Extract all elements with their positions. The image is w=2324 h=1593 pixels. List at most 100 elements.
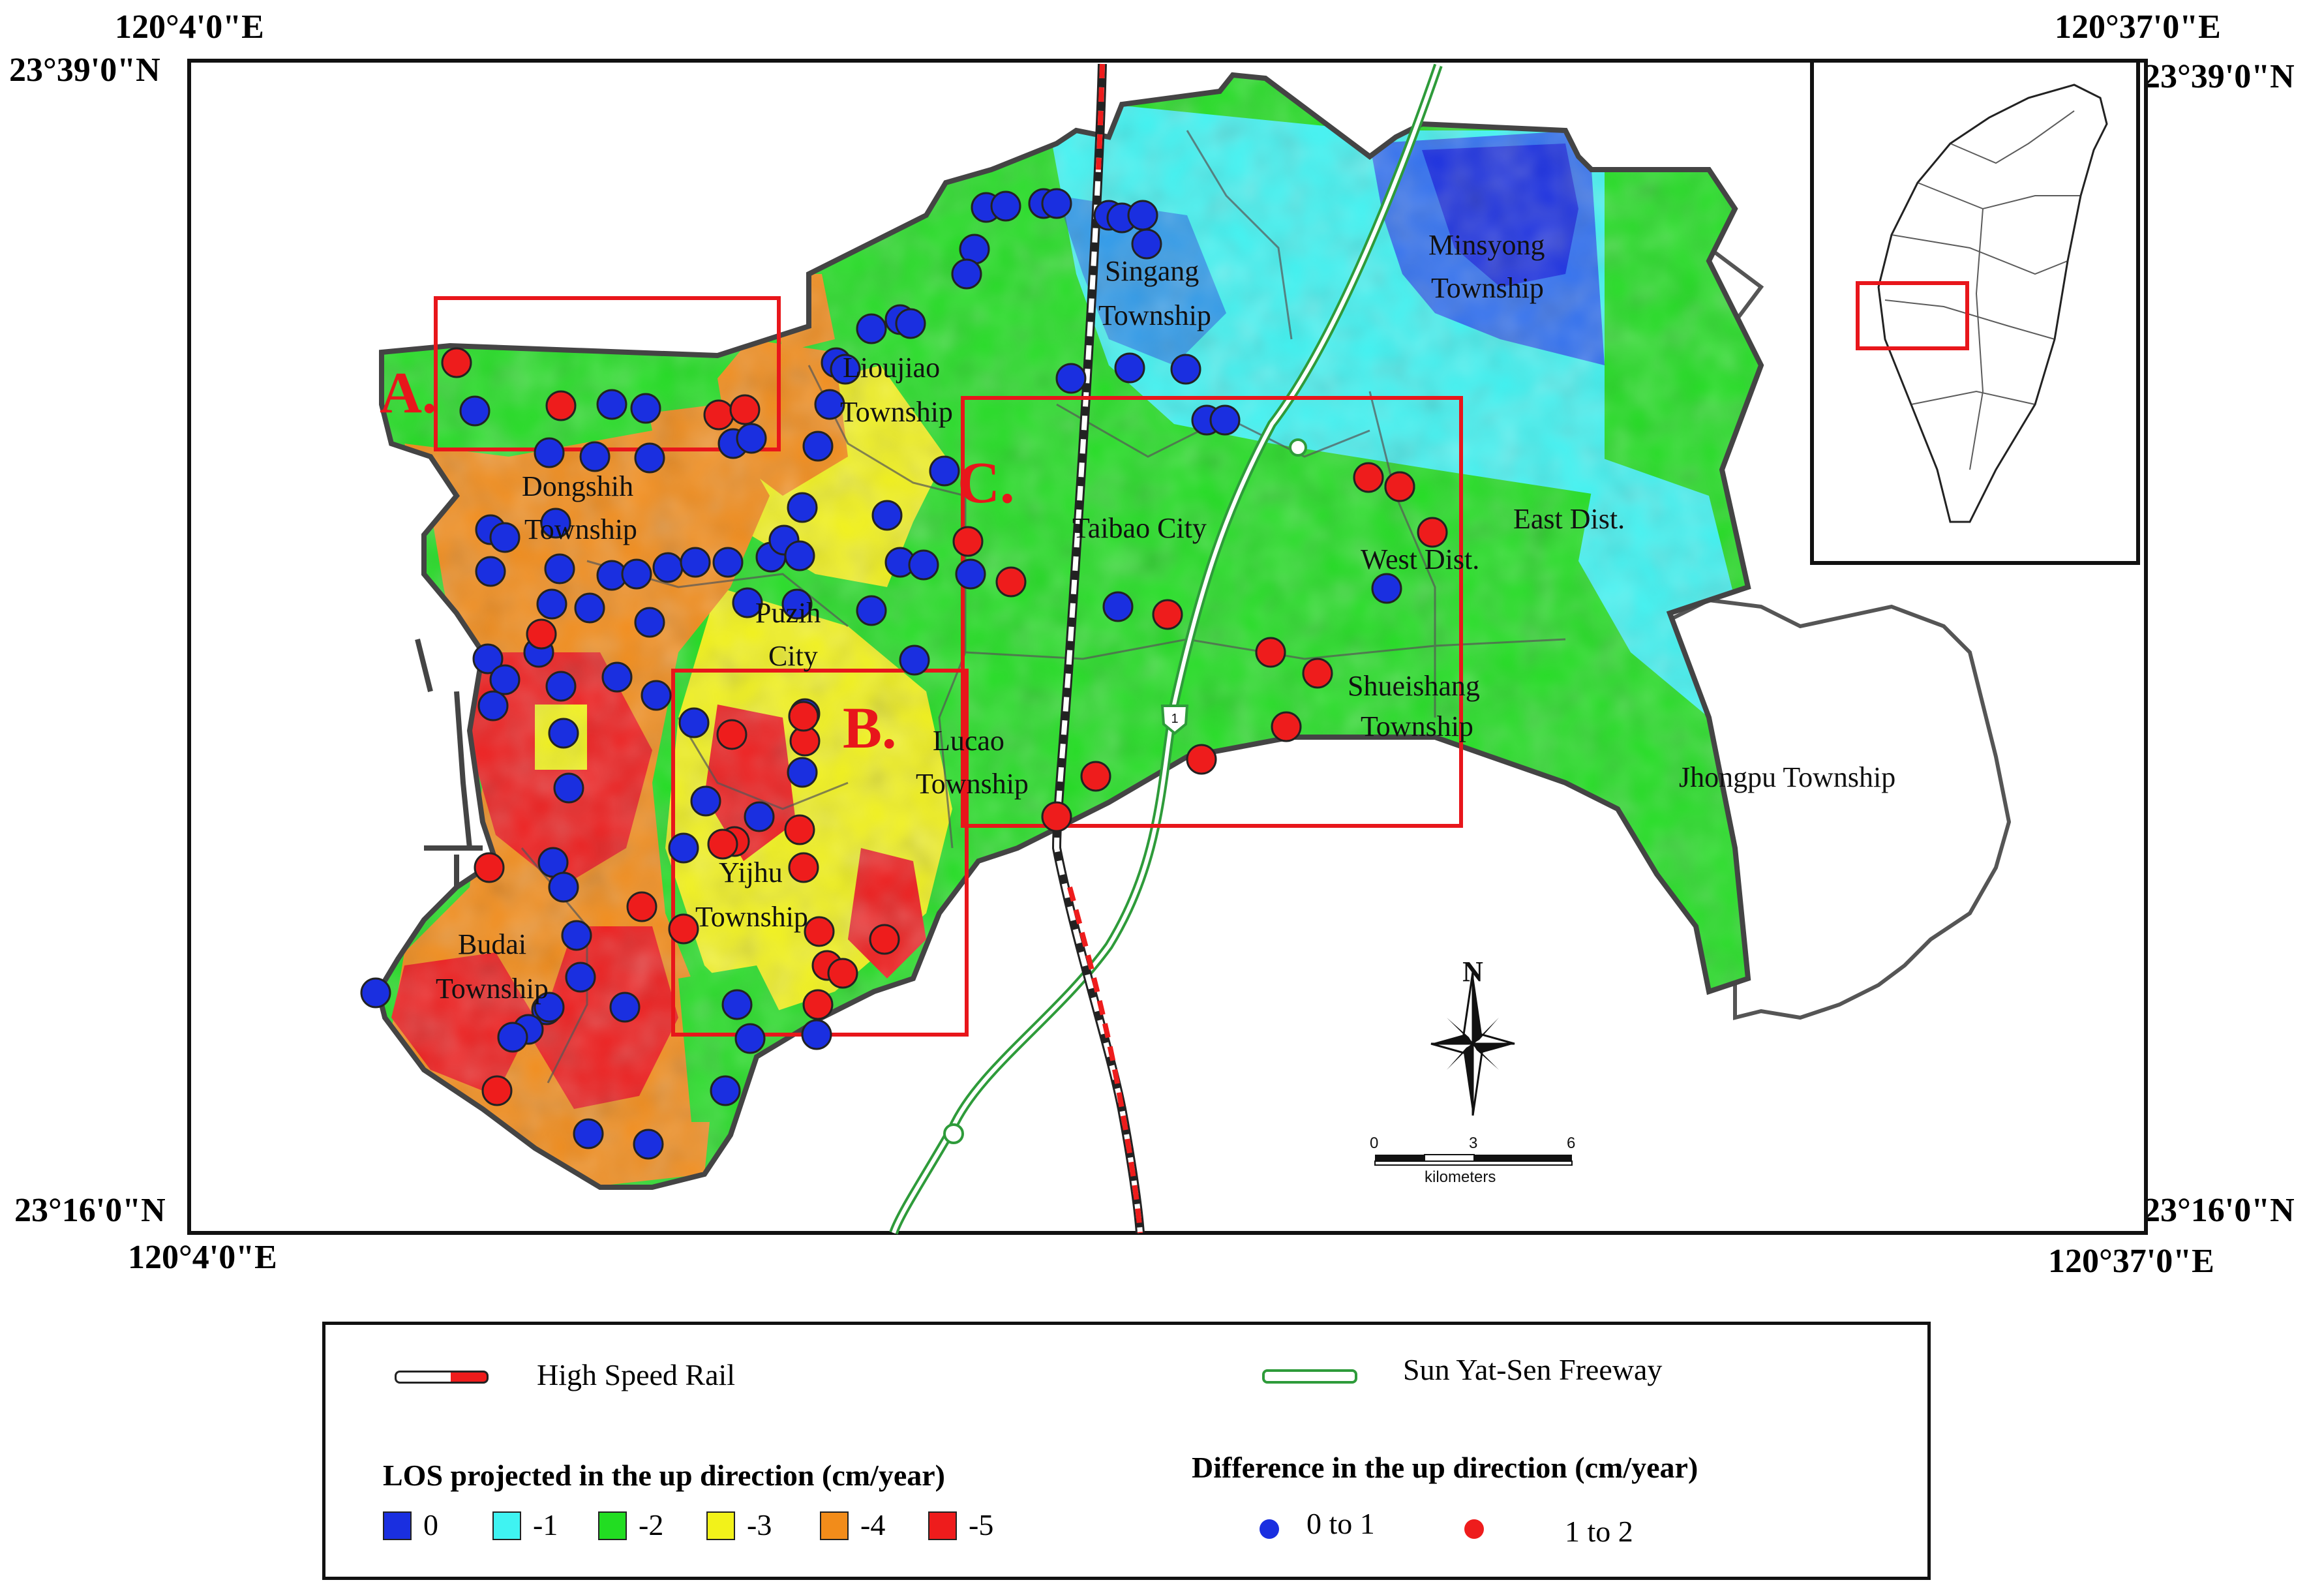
place-label-minsyong: Township: [1431, 272, 1544, 304]
place-label-lucao: Lucao: [933, 725, 1004, 757]
inset-map: [1810, 59, 2140, 565]
blue-measurement-point: [545, 671, 577, 702]
freeway-interchange-icon: [943, 1123, 964, 1144]
place-label-dongshih: Township: [524, 513, 637, 545]
blue-measurement-point: [1041, 188, 1072, 219]
los-class-label: -3: [747, 1508, 772, 1541]
red-measurement-point: [481, 1075, 513, 1106]
red-measurement-point: [1384, 471, 1415, 502]
blue-measurement-point: [579, 441, 611, 472]
blue-measurement-point: [990, 190, 1021, 222]
place-label-taibao: Taibao City: [1072, 512, 1207, 544]
blue-measurement-point: [856, 595, 887, 626]
lon-label-bottom-right: 120°37'0"E: [2048, 1243, 2214, 1280]
blue-measurement-point: [721, 989, 753, 1020]
lon-label-bottom-left: 120°4'0"E: [128, 1239, 277, 1276]
red-measurement-point: [1255, 637, 1286, 668]
red-measurement-point: [1353, 462, 1384, 493]
blue-measurement-point: [871, 500, 903, 531]
place-label-budai: Budai: [458, 928, 526, 960]
blue-measurement-point: [536, 588, 567, 620]
blue-measurement-point: [472, 643, 504, 675]
legend: High Speed Rail Sun Yat-Sen Freeway LOS …: [322, 1322, 1931, 1580]
blue-measurement-point: [634, 442, 665, 474]
scale-tick-0: 0: [1370, 1134, 1378, 1152]
blue-measurement-point: [710, 1075, 741, 1106]
red-measurement-point: [545, 390, 577, 421]
place-label-minsyong: Minsyong: [1428, 229, 1545, 261]
blue-measurement-point: [830, 354, 861, 385]
red-measurement-point: [626, 891, 657, 922]
blue-measurement-point: [801, 1019, 832, 1050]
blue-measurement-point: [736, 423, 767, 454]
blue-measurement-point: [951, 258, 982, 290]
lat-label-left-bottom: 23°16'0"N: [14, 1192, 166, 1229]
los-class-label: -4: [860, 1508, 886, 1541]
blue-measurement-point: [856, 313, 887, 344]
scale-tick-3: 3: [1469, 1134, 1477, 1152]
blue-measurement-point: [712, 547, 744, 578]
los-swatch: [928, 1511, 957, 1540]
red-measurement-point: [716, 719, 747, 750]
red-measurement-point: [995, 566, 1027, 598]
lat-label-left-top: 23°39'0"N: [9, 52, 160, 89]
scale-tick-6: 6: [1567, 1134, 1575, 1152]
red-measurement-point: [474, 852, 505, 883]
scale-bar: 0 3 6 kilometers: [1370, 1134, 1575, 1186]
los-swatch: [706, 1511, 735, 1540]
blue-measurement-point: [744, 801, 775, 832]
rail-legend-label: High Speed Rail: [537, 1358, 736, 1391]
blue-measurement-point: [814, 389, 845, 420]
blue-measurement-point: [690, 785, 721, 817]
region-label-a: A.: [380, 361, 437, 425]
blue-measurement-point: [561, 920, 592, 951]
blue-measurement-point: [573, 1118, 604, 1149]
los-class-label: 0: [423, 1508, 438, 1541]
blue-measurement-point: [955, 558, 986, 590]
blue-measurement-point: [1114, 352, 1145, 384]
diff-point-icon: [1464, 1519, 1484, 1539]
blue-measurement-point: [802, 431, 834, 462]
blue-measurement-point: [1170, 354, 1201, 385]
blue-measurement-point: [1055, 363, 1087, 394]
map-canvas: 1 A. B. C. Singang Township Minsyong Tow…: [187, 59, 2148, 1235]
lat-label-right-top: 23°39'0"N: [2143, 58, 2295, 95]
freeway-interchange-icon: [1289, 438, 1307, 457]
lon-label-top-left: 120°4'0"E: [115, 8, 264, 46]
blue-measurement-point: [360, 977, 391, 1009]
blue-measurement-point: [621, 558, 652, 590]
los-class-label: -5: [969, 1508, 994, 1541]
freeway-legend-label: Sun Yat-Sen Freeway: [1403, 1353, 1663, 1386]
blue-measurement-point: [633, 1129, 664, 1160]
blue-measurement-point: [784, 540, 815, 571]
red-measurement-point: [788, 852, 819, 883]
blue-measurement-point: [908, 549, 939, 581]
los-swatch: [383, 1511, 412, 1540]
blue-measurement-point: [1102, 591, 1134, 622]
red-measurement-point: [952, 526, 984, 557]
blue-measurement-point: [678, 707, 710, 738]
place-label-lioujiao: Lioujiao: [843, 352, 940, 384]
place-label-puzih: City: [768, 640, 818, 672]
blue-measurement-point: [489, 522, 521, 553]
blue-measurement-point: [497, 1022, 528, 1053]
diff-point-icon: [1260, 1519, 1279, 1539]
blue-measurement-point: [544, 553, 575, 584]
los-swatch: [492, 1511, 521, 1540]
place-label-dongshih: Dongshih: [522, 470, 633, 502]
red-measurement-point: [441, 347, 472, 378]
place-label-west-dist: West Dist.: [1361, 543, 1479, 575]
los-legend-title: LOS projected in the up direction (cm/ye…: [383, 1459, 945, 1492]
red-measurement-point: [1302, 658, 1333, 689]
blue-measurement-point: [553, 772, 584, 804]
red-measurement-point: [668, 913, 699, 945]
blue-measurement-point: [548, 718, 579, 749]
place-label-jhongpu: Jhongpu Township: [1679, 761, 1895, 793]
diff-legend-title: Difference in the up direction (cm/year): [1192, 1451, 1698, 1484]
blue-points-layer: [360, 188, 1415, 1160]
red-measurement-point: [526, 618, 557, 650]
place-label-east-dist: East Dist.: [1513, 503, 1625, 535]
jhongpu-outline: [1667, 598, 2012, 1020]
red-measurement-point: [1186, 744, 1217, 775]
blue-measurement-point: [540, 508, 571, 539]
